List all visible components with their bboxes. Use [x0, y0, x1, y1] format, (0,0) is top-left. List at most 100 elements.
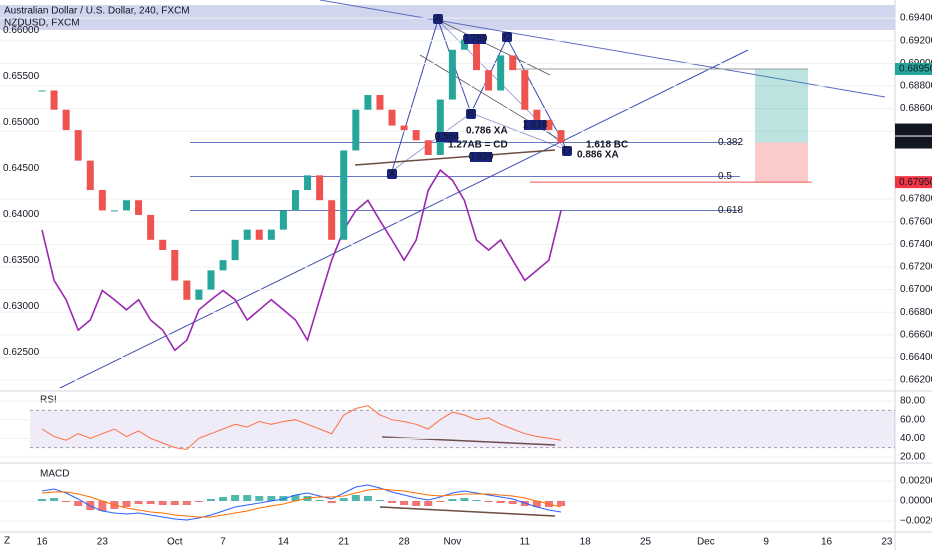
ratio-box	[464, 34, 486, 44]
candle	[340, 150, 348, 240]
macd-histogram-bar	[206, 499, 215, 501]
left-tick-label: 0.64000	[3, 209, 40, 220]
ratio-box	[470, 152, 492, 162]
pattern-point: X	[389, 169, 396, 180]
candle	[460, 39, 468, 50]
candle	[255, 229, 263, 240]
x-tick-label: Dec	[697, 537, 715, 548]
candle	[195, 289, 203, 300]
candle	[545, 119, 553, 131]
left-tick-label: 0.62500	[3, 347, 40, 358]
macd-histogram-bar	[508, 501, 517, 504]
trend-line	[319, 0, 886, 98]
pattern-note: 1.27AB = CD	[448, 140, 508, 151]
y-tick-label: 20.00	[900, 452, 925, 463]
left-tick-label: 0.66000	[3, 25, 40, 36]
x-tick-label: Nov	[443, 537, 461, 548]
y-tick-label: 0.00000	[900, 496, 932, 507]
macd-histogram-bar	[375, 500, 384, 501]
macd-histogram-bar	[472, 500, 481, 501]
macd-histogram-bar	[98, 501, 107, 511]
x-tick-label: 21	[338, 537, 350, 548]
pattern-note: 0.886 XA	[577, 150, 619, 161]
y-tick-label: 60.00	[900, 414, 925, 425]
x-tick-label: 18	[580, 537, 592, 548]
countdown: 02:39:26	[899, 124, 932, 135]
ratio-box	[436, 132, 458, 142]
fib-label: 0.618	[718, 205, 743, 216]
candle	[267, 229, 275, 240]
candle	[147, 214, 155, 240]
macd-histogram-bar	[388, 501, 397, 503]
macd-histogram-bar	[219, 497, 228, 501]
macd-histogram-bar	[62, 501, 71, 502]
macd-histogram-bar	[339, 498, 348, 501]
zoom-button[interactable]: Z	[4, 536, 10, 547]
macd-histogram-bar	[243, 495, 252, 501]
left-tick-label: 0.63500	[3, 255, 40, 266]
ratio-box	[524, 120, 546, 130]
candle	[509, 55, 517, 71]
macd-histogram-bar	[134, 501, 143, 504]
macd-histogram-bar	[484, 501, 493, 502]
divergence-line	[354, 149, 556, 166]
pattern-point-box	[433, 14, 443, 24]
pattern-point: D	[563, 146, 570, 157]
candle	[207, 270, 215, 290]
price-tag-label: 0.68950	[899, 64, 932, 75]
macd-histogram-bar	[158, 501, 167, 505]
candle	[304, 175, 312, 191]
macd-histogram-bar	[194, 501, 203, 502]
left-tick-label: 0.63000	[3, 301, 40, 312]
candle	[50, 90, 58, 110]
pattern-line	[437, 19, 551, 76]
macd-histogram-bar	[412, 501, 421, 506]
candle	[412, 130, 420, 141]
candle	[159, 239, 167, 250]
price-tag	[895, 176, 932, 189]
y-tick-label: 40.00	[900, 433, 925, 444]
countdown-box	[895, 123, 932, 136]
x-tick-label: 9	[763, 537, 769, 548]
candle	[122, 200, 130, 211]
candle	[436, 99, 444, 155]
candle	[521, 70, 529, 110]
macd-histogram-bar	[532, 501, 541, 507]
divergence-line	[379, 506, 556, 517]
price-tag-label: 0.68300	[899, 137, 932, 148]
pattern-point: C	[503, 32, 510, 43]
rsi-band	[30, 410, 895, 448]
price-tag-label: 0.67950	[899, 177, 932, 188]
pattern-ratio: 1.618	[522, 120, 547, 131]
x-tick-label: 7	[220, 537, 226, 548]
candle	[316, 175, 324, 201]
x-tick-label: 11	[520, 537, 531, 548]
candle	[74, 130, 82, 161]
x-tick-label: 16	[36, 537, 48, 548]
candle	[364, 95, 372, 110]
left-tick-label: 0.64500	[3, 163, 40, 174]
macd-histogram-bar	[38, 499, 46, 501]
candle	[352, 109, 360, 151]
macd-histogram-bar	[50, 498, 59, 501]
candle	[388, 109, 396, 126]
x-tick-label: Oct	[167, 537, 183, 548]
candle	[243, 229, 251, 240]
pattern-ratio: 0.564	[434, 132, 459, 143]
pattern-ratio: 0.829	[468, 152, 493, 163]
candle	[135, 200, 143, 215]
macd-histogram-bar	[122, 501, 131, 507]
y-tick-label: 80.00	[900, 396, 925, 407]
compare-legend: NZDUSD, FXCM	[4, 18, 80, 29]
candle	[485, 70, 493, 91]
candle	[328, 200, 336, 240]
